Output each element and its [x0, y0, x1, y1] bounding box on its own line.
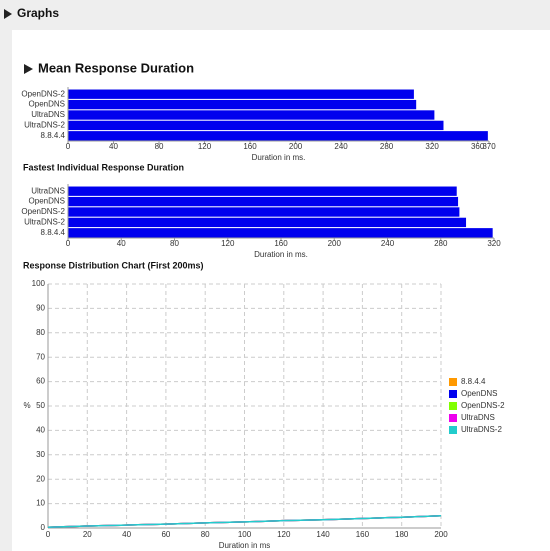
x-tick-label: 0 [66, 239, 71, 248]
x-tick-label: 200 [289, 142, 303, 151]
x-axis-title: Duration in ms. [252, 153, 306, 162]
x-axis-title: Duration in ms [219, 541, 271, 550]
category-label: 8.8.4.4 [41, 228, 66, 237]
x-tick-label: 0 [46, 530, 51, 539]
category-label: OpenDNS [29, 197, 65, 206]
x-tick-label: 80 [170, 239, 179, 248]
legend-label: UltraDNS [461, 413, 495, 422]
y-tick-label: 80 [36, 328, 45, 337]
expand-icon[interactable] [24, 64, 33, 74]
section-title[interactable]: Graphs [17, 6, 59, 20]
x-tick-label: 160 [243, 142, 257, 151]
y-tick-label: 20 [36, 474, 45, 483]
y-axis-title: % [23, 401, 30, 410]
bar [68, 99, 417, 110]
y-tick-label: 0 [41, 523, 46, 532]
legend-swatch [449, 402, 457, 410]
x-tick-label: 120 [221, 239, 235, 248]
category-label: UltraDNS [31, 186, 65, 195]
x-tick-label: 320 [487, 239, 501, 248]
bar [68, 228, 493, 238]
x-tick-label: 280 [434, 239, 448, 248]
x-tick-label: 80 [155, 142, 164, 151]
bar [68, 110, 435, 120]
y-tick-label: 70 [36, 352, 45, 361]
x-tick-label: 40 [122, 530, 131, 539]
y-tick-label: 50 [36, 401, 45, 410]
category-label: UltraDNS-2 [24, 218, 65, 227]
bar [68, 131, 488, 141]
legend-label: OpenDNS-2 [461, 401, 505, 410]
x-tick-label: 160 [356, 530, 370, 539]
y-tick-label: 30 [36, 450, 45, 459]
bar [68, 186, 457, 196]
bar [68, 207, 460, 217]
x-tick-label: 120 [198, 142, 212, 151]
legend-swatch [449, 426, 457, 434]
y-tick-label: 40 [36, 426, 45, 435]
x-tick-label: 60 [161, 530, 170, 539]
series-line [47, 515, 442, 529]
expand-icon[interactable] [4, 9, 12, 19]
legend-label: OpenDNS [461, 389, 497, 398]
bar [68, 120, 444, 131]
category-label: OpenDNS-2 [21, 207, 65, 216]
y-tick-label: 90 [36, 304, 45, 313]
y-tick-label: 100 [32, 279, 46, 288]
x-tick-label: 40 [117, 239, 126, 248]
x-tick-label: 200 [434, 530, 448, 539]
legend-swatch [449, 390, 457, 398]
chart-title: Mean Response Duration [38, 60, 194, 75]
x-tick-label: 370 [482, 142, 496, 151]
x-tick-label: 80 [201, 530, 210, 539]
x-tick-label: 100 [238, 530, 252, 539]
x-tick-label: 160 [274, 239, 288, 248]
chart-title: Response Distribution Chart (First 200ms… [23, 260, 204, 270]
x-tick-label: 140 [316, 530, 330, 539]
x-tick-label: 320 [425, 142, 439, 151]
chart-title: Fastest Individual Response Duration [23, 162, 184, 172]
x-tick-label: 40 [109, 142, 118, 151]
x-axis-title: Duration in ms. [254, 250, 308, 259]
category-label: UltraDNS [31, 110, 65, 119]
legend-swatch [449, 414, 457, 422]
category-label: 8.8.4.4 [41, 131, 66, 140]
category-label: OpenDNS [29, 100, 65, 109]
x-tick-label: 120 [277, 530, 291, 539]
x-tick-label: 360 [471, 142, 485, 151]
y-tick-label: 60 [36, 377, 45, 386]
category-label: UltraDNS-2 [24, 121, 65, 130]
bar [68, 217, 467, 228]
x-tick-label: 280 [380, 142, 394, 151]
y-tick-label: 10 [36, 499, 45, 508]
legend-swatch [449, 378, 457, 386]
x-tick-label: 20 [83, 530, 92, 539]
legend-label: 8.8.4.4 [461, 377, 486, 386]
bar [68, 89, 414, 99]
legend-label: UltraDNS-2 [461, 425, 502, 434]
x-tick-label: 200 [328, 239, 342, 248]
x-tick-label: 0 [66, 142, 71, 151]
x-tick-label: 240 [381, 239, 395, 248]
category-label: OpenDNS-2 [21, 89, 65, 98]
bar [68, 196, 459, 207]
x-tick-label: 180 [395, 530, 409, 539]
x-tick-label: 240 [334, 142, 348, 151]
